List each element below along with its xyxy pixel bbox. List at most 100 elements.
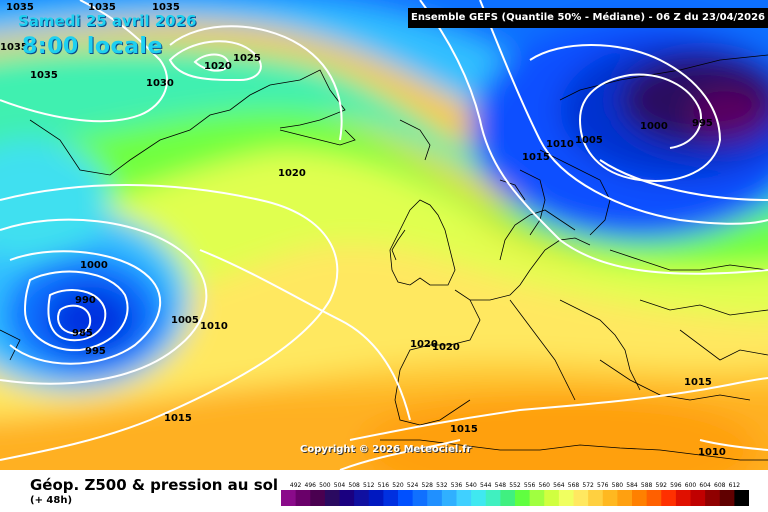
color-scale-label: 492 xyxy=(290,482,302,489)
color-scale-label: 560 xyxy=(539,482,551,489)
isobar-label: 1005 xyxy=(575,135,603,146)
color-scale-swatch xyxy=(412,490,428,506)
color-scale-swatch xyxy=(310,490,326,506)
isobar-label: 1020 xyxy=(410,339,438,350)
isobar-label: 1035 xyxy=(0,42,28,53)
color-scale-label: 504 xyxy=(334,482,346,489)
isobar-label: 990 xyxy=(75,295,96,306)
color-scale-swatch xyxy=(324,490,341,506)
color-scale-label: 556 xyxy=(524,482,536,489)
isobar-label: 1010 xyxy=(698,447,726,458)
color-scale-swatch xyxy=(602,490,618,506)
isobar-label: 1010 xyxy=(546,139,574,150)
color-scale-swatch xyxy=(471,490,487,506)
color-scale-swatch xyxy=(719,490,735,506)
color-scale-swatch xyxy=(295,490,311,506)
copyright-notice: Copyright © 2026 Meteociel.fr xyxy=(300,444,472,455)
color-scale-label: 536 xyxy=(451,482,463,489)
color-scale-swatch xyxy=(383,490,399,506)
forecast-date: Samedi 25 avril 2026 xyxy=(18,12,197,30)
color-scale-swatch xyxy=(573,490,589,506)
isobar-label: 1025 xyxy=(233,53,261,64)
color-scale-swatch xyxy=(705,490,721,506)
run-info-banner: Ensemble GEFS (Quantile 50% - Médiane) -… xyxy=(408,8,768,28)
color-scale-swatch xyxy=(646,490,662,506)
isobar-label: 1030 xyxy=(146,78,174,89)
color-scale-swatch xyxy=(456,490,472,506)
isobar-label: 1015 xyxy=(450,424,478,435)
color-scale-label: 500 xyxy=(319,482,331,489)
color-scale-label: 580 xyxy=(612,482,624,489)
color-scale-swatch xyxy=(515,490,531,506)
color-scale-label: 520 xyxy=(392,482,404,489)
color-scale-label: 552 xyxy=(509,482,521,489)
isobar-label: 1020 xyxy=(278,168,306,179)
color-scale-swatch xyxy=(632,490,648,506)
color-scale-swatch xyxy=(661,490,677,506)
isobar-label: 1005 xyxy=(171,315,199,326)
color-scale-label: 548 xyxy=(495,482,507,489)
color-scale-swatch xyxy=(544,490,560,506)
color-scale-label: 572 xyxy=(582,482,594,489)
color-scale-label: 496 xyxy=(305,482,317,489)
color-scale-label: 584 xyxy=(626,482,638,489)
color-scale-swatch xyxy=(690,490,706,506)
isobar-label: 1000 xyxy=(640,121,668,132)
color-scale-label: 544 xyxy=(480,482,492,489)
isobar-label: 1035 xyxy=(30,70,58,81)
color-scale-swatch xyxy=(485,490,501,506)
color-scale-swatch xyxy=(617,490,633,506)
color-scale-swatches xyxy=(281,490,749,506)
color-scale-label: 588 xyxy=(641,482,653,489)
product-title: Géop. Z500 & pression au sol xyxy=(30,476,279,494)
isobars xyxy=(0,0,768,470)
color-scale-swatch xyxy=(281,490,297,506)
color-scale-label: 512 xyxy=(363,482,375,489)
color-scale-label: 604 xyxy=(699,482,711,489)
color-scale-label: 596 xyxy=(670,482,682,489)
geopotential-color-field xyxy=(0,0,768,470)
color-scale: 492 496 500 504 508 512 516 520 524 528 532 536 540 5… xyxy=(281,482,749,506)
isobar-label: 1020 xyxy=(432,342,460,353)
color-scale-label: 612 xyxy=(729,482,741,489)
geopotential-map: 1035 1035 1035 1035 1035 1030 1020 1025 … xyxy=(0,0,768,470)
color-scale-swatch xyxy=(339,490,355,506)
color-scale-label: 540 xyxy=(465,482,477,489)
color-scale-label: 568 xyxy=(568,482,580,489)
forecast-time: 8:00 locale xyxy=(22,34,163,59)
isobar-label: 1035 xyxy=(88,2,116,13)
color-scale-label: 564 xyxy=(553,482,565,489)
color-scale-label: 528 xyxy=(422,482,434,489)
pressure-labels: 1035 1035 1035 1035 1035 1030 1020 1025 … xyxy=(0,2,726,458)
color-scale-label: 524 xyxy=(407,482,419,489)
color-scale-labels: 492 496 500 504 508 512 516 520 524 528 532 536 540 5… xyxy=(290,482,740,489)
isobar-label: 995 xyxy=(85,346,106,357)
color-scale-swatch xyxy=(354,490,370,506)
color-scale-label: 600 xyxy=(685,482,697,489)
color-scale-swatch xyxy=(398,490,414,506)
forecast-range: (+ 48h) xyxy=(30,495,73,506)
color-scale-swatch xyxy=(675,490,692,506)
color-scale-label: 592 xyxy=(656,482,668,489)
isobar-label: 1015 xyxy=(684,377,712,388)
color-scale-swatch xyxy=(368,490,384,506)
color-scale-swatch xyxy=(529,490,545,506)
isobar-label: 1010 xyxy=(200,321,228,332)
isobar-label: 1015 xyxy=(522,152,550,163)
color-scale-label: 532 xyxy=(436,482,448,489)
isobar-label: 1035 xyxy=(152,2,180,13)
color-scale-label: 608 xyxy=(714,482,726,489)
isobar-label: 985 xyxy=(72,328,93,339)
isobar-label: 1000 xyxy=(80,260,108,271)
isobar-label: 995 xyxy=(692,118,713,129)
color-scale-label: 516 xyxy=(378,482,390,489)
color-scale-swatch xyxy=(734,490,749,506)
isobar-label: 1035 xyxy=(6,2,34,13)
color-scale-swatch xyxy=(558,490,575,506)
isobar-label: 1015 xyxy=(164,413,192,424)
color-scale-swatch xyxy=(588,490,604,506)
color-scale-swatch xyxy=(500,490,516,506)
color-scale-label: 508 xyxy=(348,482,360,489)
color-scale-swatch xyxy=(441,490,458,506)
